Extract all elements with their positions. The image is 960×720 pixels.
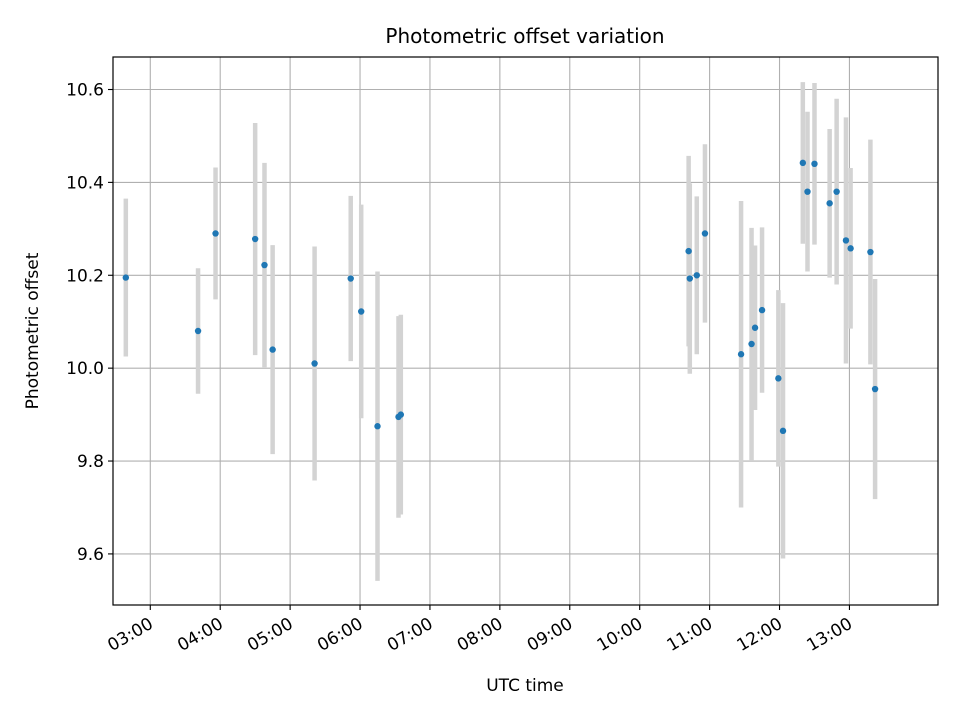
x-axis-title: UTC time <box>486 676 564 696</box>
y-axis-title: Photometric offset <box>23 252 43 409</box>
data-point <box>804 188 811 195</box>
data-point <box>251 235 259 243</box>
y-axis: 9.6 9.8 10.0 10.2 10.4 10.6 <box>66 81 113 565</box>
data-point <box>737 351 745 358</box>
data-point <box>799 159 807 167</box>
data-point <box>842 237 850 244</box>
data-point <box>357 308 365 315</box>
data-point <box>847 245 854 252</box>
data-point <box>686 275 694 282</box>
data-points <box>122 159 879 435</box>
data-point <box>122 274 130 281</box>
y-tick-label: 10.6 <box>66 81 104 101</box>
data-point <box>261 261 268 269</box>
data-point <box>833 188 840 195</box>
data-point <box>685 247 692 255</box>
y-tick-label: 9.6 <box>77 545 104 565</box>
data-point <box>775 375 782 382</box>
y-tick-label: 10.2 <box>66 266 104 286</box>
plot-frame <box>112 56 939 606</box>
data-point <box>826 200 833 207</box>
data-point <box>212 230 219 237</box>
data-point <box>779 427 787 435</box>
data-point <box>701 230 709 237</box>
y-tick-label: 9.8 <box>77 452 104 472</box>
y-tick-label: 10.0 <box>66 359 104 379</box>
data-point <box>194 327 202 335</box>
data-point <box>758 306 766 314</box>
y-tick-label: 10.4 <box>66 173 104 193</box>
data-point <box>311 360 318 367</box>
data-point <box>751 324 759 331</box>
data-point <box>867 248 874 256</box>
chart-title: Photometric offset variation <box>385 24 664 48</box>
data-point <box>811 160 818 168</box>
data-point <box>871 385 879 393</box>
data-point <box>693 272 700 279</box>
data-point <box>269 346 276 353</box>
data-point <box>748 340 755 348</box>
data-point <box>374 423 381 430</box>
data-point <box>397 411 405 418</box>
data-point <box>347 275 354 282</box>
